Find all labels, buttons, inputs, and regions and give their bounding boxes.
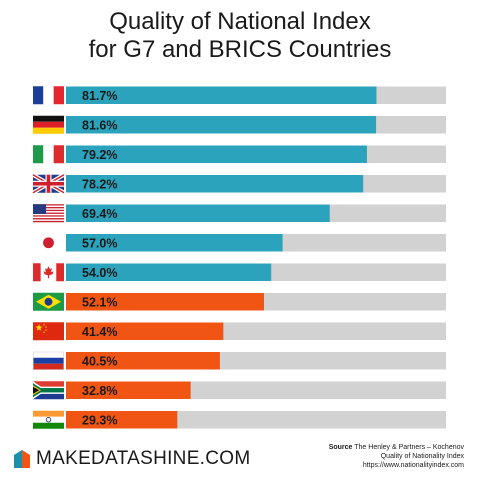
value-label-japan: 57.0%: [82, 236, 117, 250]
bar-france: [66, 86, 377, 104]
value-label-russia: 40.5%: [82, 354, 117, 368]
bar-china: [66, 322, 224, 340]
source-line2: Quality of Nationality Index: [380, 453, 464, 460]
bar-india: [66, 411, 178, 429]
flag-uk-icon: [31, 173, 66, 195]
value-label-united-kingdom: 78.2%: [82, 177, 117, 191]
logo-text: MAKEDATASHINE.COM: [36, 448, 251, 469]
bar-united-kingdom: [66, 175, 364, 193]
value-label-canada: 54.0%: [82, 266, 117, 280]
chart-title: Quality of National Index for G7 and BRI…: [0, 8, 480, 64]
bar-japan: [66, 234, 283, 252]
flag-china-icon: [33, 322, 64, 341]
value-label-south-africa: 32.8%: [82, 384, 117, 398]
chart-title-line1: Quality of National Index: [109, 8, 371, 35]
flag-canada-icon: [33, 263, 64, 282]
value-label-germany: 81.6%: [82, 118, 117, 132]
source-label: Source: [328, 444, 353, 451]
value-label-france: 81.7%: [82, 89, 117, 103]
bar-italy: [66, 145, 367, 163]
bar-brazil: [66, 293, 264, 311]
value-label-united-states: 69.4%: [82, 207, 117, 221]
value-label-china: 41.4%: [82, 325, 117, 339]
source-note: Source The Henley & Partners – Kochenov …: [329, 443, 464, 470]
flag-usa-icon: [33, 204, 64, 223]
flag-russia-icon: [33, 351, 64, 370]
flag-japan-icon: [33, 233, 64, 252]
flag-italy-icon: [33, 145, 64, 164]
flag-india-icon: [33, 410, 64, 429]
bar-united-states: [66, 204, 330, 222]
flag-brazil-icon: [33, 292, 64, 311]
source-line1: The Henley & Partners – Kochenov: [354, 444, 464, 451]
value-label-italy: 79.2%: [82, 148, 117, 162]
makedatashine-logo: MAKEDATASHINE.COM: [14, 448, 250, 470]
chart-title-line2: for G7 and BRICS Countries: [88, 36, 392, 63]
source-line3: https://www.nationalityindex.com: [362, 462, 464, 469]
flag-france-icon: [33, 86, 64, 105]
bar-south-africa: [66, 381, 191, 399]
makedatashine-logo-icon: [14, 450, 30, 468]
bar-canada: [66, 263, 272, 281]
value-label-brazil: 52.1%: [82, 295, 117, 309]
bar-russia: [66, 352, 220, 370]
bar-germany: [66, 116, 377, 134]
value-label-india: 29.3%: [82, 413, 117, 427]
flag-germany-icon: [33, 115, 64, 134]
flag-south-africa-icon: [33, 381, 64, 400]
